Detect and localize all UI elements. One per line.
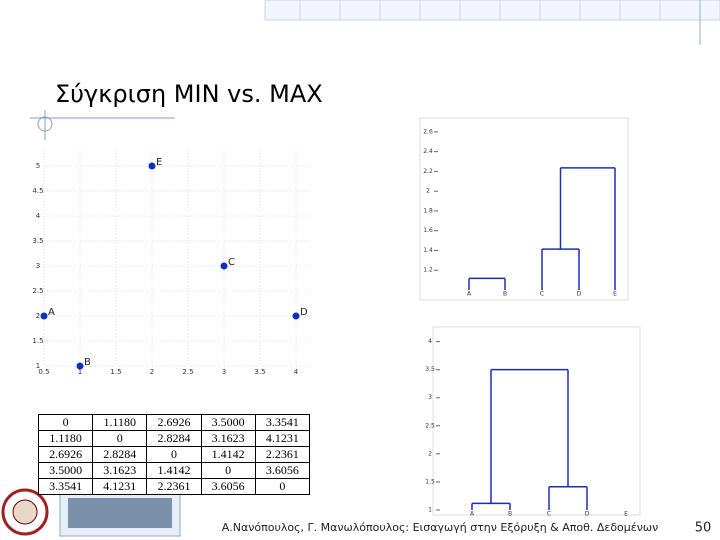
y-tick-label: 4 xyxy=(36,212,41,220)
leaf-label: E xyxy=(624,511,628,518)
table-cell: 0 xyxy=(37,414,94,431)
x-tick-label: 3.5 xyxy=(254,368,265,376)
table-cell: 1.4142 xyxy=(146,462,202,479)
table-cell: 2.6926 xyxy=(37,446,94,463)
table-cell: 3.6056 xyxy=(254,462,311,479)
y-tick-label: 2.4 xyxy=(423,148,433,155)
table-cell: 3.6056 xyxy=(200,478,256,495)
dendrogram-link xyxy=(490,368,569,504)
y-tick-label: 2.5 xyxy=(425,422,435,429)
table-row: 3.5000 3.1623 1.4142 0 3.6056 xyxy=(37,462,311,479)
table-cell: 2.2361 xyxy=(146,478,202,495)
dendrogram-link xyxy=(471,502,511,510)
y-tick-label: 5 xyxy=(36,162,40,170)
table-cell: 2.8284 xyxy=(92,446,148,463)
y-tick-label: 4.5 xyxy=(32,187,43,195)
point xyxy=(220,262,228,270)
table-row: 0 1.1180 2.6926 3.5000 3.3541 xyxy=(37,414,311,431)
leaf-label: C xyxy=(540,291,544,298)
x-tick-label: 4 xyxy=(294,368,299,376)
table-cell: 3.1623 xyxy=(200,430,256,447)
y-tick-label: 3 xyxy=(36,262,40,270)
table-cell: 1.4142 xyxy=(200,446,256,463)
y-tick-label: 2.2 xyxy=(423,168,433,175)
table-cell: 1.1180 xyxy=(92,414,148,431)
table-row: 1.1180 0 2.8284 3.1623 4.1231 xyxy=(37,430,311,447)
point-label: E xyxy=(156,157,162,168)
table-cell: 2.6926 xyxy=(146,414,202,431)
point xyxy=(148,162,156,170)
table-cell: 4.1231 xyxy=(254,430,311,447)
dendrogram-panel xyxy=(419,117,629,301)
y-tick-label: 1.8 xyxy=(423,207,433,214)
y-tick-label: 1.4 xyxy=(423,247,433,254)
y-tick-label: 2 xyxy=(428,450,432,457)
distance-table: 0 1.1180 2.6926 3.5000 3.3541 1.1180 0 2.8284 3.… xyxy=(37,414,311,495)
page-number: 50 xyxy=(695,521,712,536)
point-label: C xyxy=(228,257,235,268)
y-tick-label: 3 xyxy=(428,394,432,401)
table-cell: 4.1231 xyxy=(92,478,148,495)
table-cell: 0 xyxy=(146,446,202,463)
leaf-label: B xyxy=(508,511,512,518)
y-tick-label: 2 xyxy=(426,188,430,195)
leaf-label: B xyxy=(503,291,507,298)
point xyxy=(76,362,84,370)
x-tick-label: 3 xyxy=(222,368,226,376)
table-cell: 3.1623 xyxy=(92,462,148,479)
table-cell: 3.5000 xyxy=(200,414,256,431)
table-cell: 0 xyxy=(200,462,256,479)
leaf-label: E xyxy=(613,291,617,298)
x-tick-label: 2 xyxy=(150,368,154,376)
y-tick-label: 1.5 xyxy=(32,337,43,345)
table-row: 2.6926 2.8284 0 1.4142 2.2361 xyxy=(37,446,311,463)
table-cell: 0 xyxy=(92,430,148,447)
y-tick-label: 4 xyxy=(428,338,432,345)
dendrogram-link xyxy=(559,167,616,290)
y-tick-label: 1.2 xyxy=(423,267,433,274)
leaf-label: D xyxy=(577,291,582,298)
y-tick-label: 1.5 xyxy=(425,478,435,485)
y-tick-label: 2 xyxy=(36,312,40,320)
point-label: B xyxy=(84,357,91,368)
table-cell: 2.8284 xyxy=(146,430,202,447)
point xyxy=(292,312,300,320)
dendrogram-panel xyxy=(432,326,641,516)
x-tick-label: 1 xyxy=(78,368,82,376)
leaf-label: A xyxy=(470,511,475,518)
dendrogram-link xyxy=(548,486,588,510)
x-tick-label: 0.5 xyxy=(38,368,49,376)
y-tick-label: 3.5 xyxy=(425,366,435,373)
table-cell: 2.2361 xyxy=(254,446,311,463)
leaf-label: A xyxy=(467,291,472,298)
leaf-label: C xyxy=(547,511,551,518)
y-tick-label: 3.5 xyxy=(32,237,43,245)
y-tick-label: 2.6 xyxy=(423,128,433,135)
table-row: 3.3541 4.1231 2.2361 3.6056 0 xyxy=(37,478,311,495)
y-tick-label: 1 xyxy=(36,362,40,370)
y-tick-label: 1.6 xyxy=(423,227,433,234)
y-tick-label: 2.5 xyxy=(32,287,43,295)
title-rule xyxy=(30,110,175,140)
y-tick-label: 1 xyxy=(428,507,432,514)
dendrogram-link xyxy=(468,277,506,290)
table-cell: 0 xyxy=(254,478,311,495)
slide-title: Σύγκριση MIN vs. MAX xyxy=(55,80,323,108)
x-tick-label: 1.5 xyxy=(110,368,121,376)
table-cell: 3.3541 xyxy=(254,414,311,431)
logo xyxy=(1,488,181,537)
footer: Α.Νανόπουλος, Γ. Μανωλόπουλος: Εισαγωγή … xyxy=(222,521,658,534)
table-cell: 3.3541 xyxy=(37,478,94,495)
point-label: A xyxy=(48,307,55,318)
corner-decoration xyxy=(264,0,720,45)
table-cell: 3.5000 xyxy=(37,462,94,479)
point xyxy=(40,312,48,320)
point-label: D xyxy=(300,307,308,318)
leaf-label: D xyxy=(585,511,590,518)
table-cell: 1.1180 xyxy=(37,430,94,447)
x-tick-label: 2.5 xyxy=(182,368,193,376)
